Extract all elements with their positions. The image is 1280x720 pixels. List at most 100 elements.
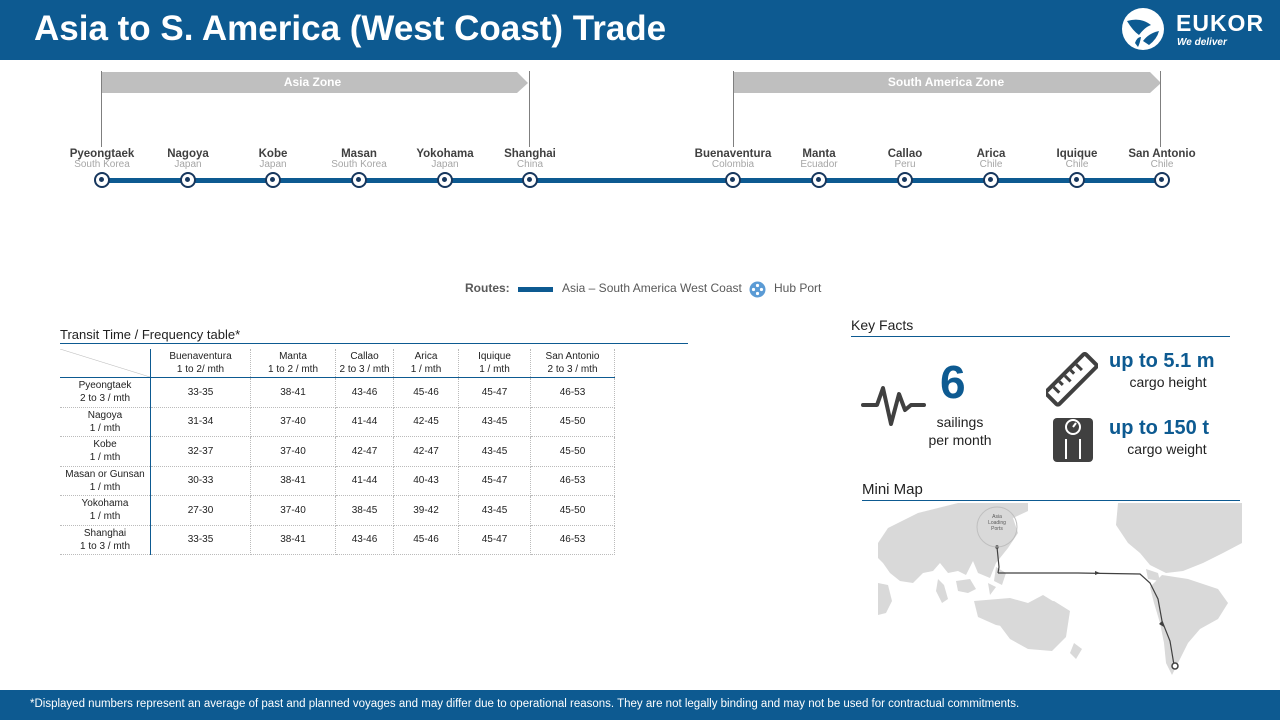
sailings-label: per month bbox=[928, 432, 992, 448]
page-title: Asia to S. America (West Coast) Trade bbox=[34, 9, 667, 48]
row-header: Yokohama 1 / mth bbox=[60, 495, 151, 526]
weight-scale-icon bbox=[1053, 418, 1093, 462]
port-name: Manta bbox=[802, 148, 836, 160]
table-cell: 37-40 bbox=[250, 436, 336, 467]
table-cell: 45-47 bbox=[458, 466, 531, 496]
table-cell: 41-44 bbox=[335, 407, 394, 437]
table-cell: 40-43 bbox=[393, 466, 459, 496]
legend-label: Routes: bbox=[465, 281, 510, 295]
zone-divider bbox=[733, 71, 734, 147]
port-country: Ecuador bbox=[800, 159, 838, 170]
table-cell: 32-37 bbox=[150, 436, 251, 467]
port-country: Japan bbox=[174, 159, 202, 170]
row-header: Shanghai 1 to 3 / mth bbox=[60, 525, 151, 555]
table-cell: 45-46 bbox=[393, 525, 459, 555]
port-name: Pyeongtaek bbox=[69, 148, 135, 160]
table-cell: 45-46 bbox=[393, 377, 459, 408]
port-dot-icon[interactable] bbox=[351, 172, 367, 188]
cargo-height-label: cargo height bbox=[1129, 374, 1207, 390]
table-cell: 39-42 bbox=[393, 495, 459, 526]
logo-wordmark: EUKOR bbox=[1176, 10, 1265, 36]
footer-bar: *Displayed numbers represent an average … bbox=[0, 690, 1280, 720]
row-header: Kobe 1 / mth bbox=[60, 436, 151, 467]
table-cell: 42-47 bbox=[393, 436, 459, 467]
port-country: South Korea bbox=[74, 159, 130, 170]
transit-table: Buenaventura 1 to 2/ mth Manta 1 to 2 / mt… bbox=[60, 349, 615, 555]
table-cell: 43-45 bbox=[458, 407, 531, 437]
port-name: Kobe bbox=[258, 148, 288, 160]
port-dot-icon[interactable] bbox=[1154, 172, 1170, 188]
table-title: Transit Time / Frequency table* bbox=[60, 327, 241, 342]
table-cell: 45-50 bbox=[530, 495, 615, 526]
port-name: Buenaventura bbox=[694, 148, 772, 160]
column-header: Manta 1 to 2 / mth bbox=[250, 349, 336, 378]
port-dot-icon[interactable] bbox=[437, 172, 453, 188]
column-header: Iquique 1 / mth bbox=[458, 349, 531, 378]
footer-disclaimer: *Displayed numbers represent an average … bbox=[30, 698, 1020, 710]
table-row: Shanghai 1 to 3 / mth 33-35 38-41 43-46 4… bbox=[60, 525, 615, 555]
legend-hub: Hub Port bbox=[774, 281, 822, 295]
port-country: Japan bbox=[431, 159, 459, 170]
logo-tagline: We deliver bbox=[1177, 37, 1227, 48]
port-country: South Korea bbox=[331, 159, 387, 170]
south-america-zone-label: South America Zone bbox=[887, 75, 1005, 89]
table-row: Kobe 1 / mth 32-37 37-40 42-47 42-47 43-4… bbox=[60, 436, 615, 467]
header-bar: Asia to S. America (West Coast) Trade EU… bbox=[0, 0, 1280, 60]
mini-map bbox=[878, 503, 1242, 675]
port-name: Nagoya bbox=[167, 148, 209, 160]
table-cell: 43-45 bbox=[458, 436, 531, 467]
table-title-underline bbox=[60, 343, 688, 344]
mini-map-label: Asia Loading Ports bbox=[988, 514, 1006, 532]
key-facts-underline bbox=[851, 336, 1230, 337]
port-name: Iquique bbox=[1056, 148, 1098, 160]
table-header-row: Buenaventura 1 to 2/ mth Manta 1 to 2 / mt… bbox=[60, 349, 615, 378]
port-dot-icon[interactable] bbox=[811, 172, 827, 188]
table-cell: 42-47 bbox=[335, 436, 394, 467]
table-row: Nagoya 1 / mth 31-34 37-40 41-44 42-45 43… bbox=[60, 407, 615, 437]
table-cell: 31-34 bbox=[150, 407, 251, 437]
port-dot-icon[interactable] bbox=[265, 172, 281, 188]
row-header: Pyeongtaek 2 to 3 / mth bbox=[60, 377, 151, 408]
asia-zone-label: Asia Zone bbox=[283, 75, 342, 89]
pulse-icon bbox=[861, 386, 926, 426]
table-cell: 46-53 bbox=[530, 466, 615, 496]
table-cell: 43-45 bbox=[458, 495, 531, 526]
table-cell: 38-45 bbox=[335, 495, 394, 526]
port-dot-icon[interactable] bbox=[522, 172, 538, 188]
port-country: China bbox=[516, 159, 544, 170]
table-cell: 46-53 bbox=[530, 525, 615, 555]
table-cell: 45-47 bbox=[458, 525, 531, 555]
route-legend-swatch bbox=[518, 287, 553, 292]
table-cell: 42-45 bbox=[393, 407, 459, 437]
table-cell: 45-50 bbox=[530, 436, 615, 467]
zone-divider bbox=[529, 71, 530, 147]
port-name: Shanghai bbox=[504, 148, 556, 160]
port-name: Yokohama bbox=[416, 148, 474, 160]
row-header: Nagoya 1 / mth bbox=[60, 407, 151, 437]
port-country: Chile bbox=[1150, 159, 1174, 170]
table-cell: 38-41 bbox=[250, 377, 336, 408]
port-dot-icon[interactable] bbox=[725, 172, 741, 188]
table-row: Yokohama 1 / mth 27-30 37-40 38-45 39-42 … bbox=[60, 495, 615, 526]
port-name: San Antonio bbox=[1128, 148, 1196, 160]
mini-map-underline bbox=[862, 500, 1240, 501]
column-header: San Antonio 2 to 3 / mth bbox=[530, 349, 615, 378]
port-dot-icon[interactable] bbox=[94, 172, 110, 188]
port-dot-icon[interactable] bbox=[897, 172, 913, 188]
port-dot-icon[interactable] bbox=[1069, 172, 1085, 188]
table-row: Masan or Gunsan 1 / mth 30-33 38-41 41-44… bbox=[60, 466, 615, 496]
port-dot-icon[interactable] bbox=[983, 172, 999, 188]
table-cell: 33-35 bbox=[150, 377, 251, 408]
port-country: Chile bbox=[979, 159, 1003, 170]
cargo-height-value: up to 5.1 m bbox=[1109, 350, 1215, 372]
port-dot-icon[interactable] bbox=[180, 172, 196, 188]
table-cell: 45-50 bbox=[530, 407, 615, 437]
table-cell: 43-46 bbox=[335, 377, 394, 408]
port-country: Colombia bbox=[711, 159, 755, 170]
table-cell: 37-40 bbox=[250, 407, 336, 437]
port-name: Arica bbox=[976, 148, 1006, 160]
port-country: Peru bbox=[894, 159, 916, 170]
table-cell: 41-44 bbox=[335, 466, 394, 496]
hub-port-icon bbox=[749, 281, 766, 298]
row-header: Masan or Gunsan 1 / mth bbox=[60, 466, 151, 496]
